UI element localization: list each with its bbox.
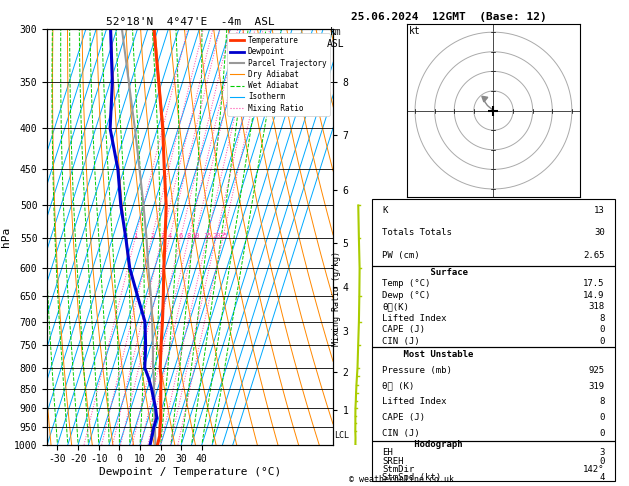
Text: K: K [382,206,387,215]
Text: 8: 8 [599,313,605,323]
Text: 30: 30 [594,228,605,237]
Text: 8: 8 [187,233,191,239]
Text: ASL: ASL [326,39,344,49]
Text: Mixing Ratio (g/kg): Mixing Ratio (g/kg) [331,251,341,347]
Text: 17.5: 17.5 [583,279,605,288]
Text: 319: 319 [589,382,605,391]
Text: 0: 0 [599,429,605,437]
Text: km: km [330,27,341,37]
Text: 14.9: 14.9 [583,291,605,300]
Text: 0: 0 [599,337,605,346]
Text: 1: 1 [133,233,138,239]
Text: StmDir: StmDir [382,465,415,473]
Text: LCL: LCL [334,432,349,440]
Text: 8: 8 [599,397,605,406]
Text: CIN (J): CIN (J) [382,337,420,346]
Text: 3: 3 [160,233,165,239]
Text: Dewp (°C): Dewp (°C) [382,291,430,300]
Text: 6: 6 [179,233,183,239]
Text: 4: 4 [168,233,172,239]
Text: 25.06.2024  12GMT  (Base: 12): 25.06.2024 12GMT (Base: 12) [351,12,547,22]
Text: CAPE (J): CAPE (J) [382,325,425,334]
Text: © weatheronline.co.uk: © weatheronline.co.uk [349,474,454,484]
Text: 3: 3 [599,449,605,457]
X-axis label: Dewpoint / Temperature (°C): Dewpoint / Temperature (°C) [99,467,281,477]
Text: Surface: Surface [382,268,468,277]
Text: 4: 4 [599,472,605,482]
Text: CIN (J): CIN (J) [382,429,420,437]
Text: 318: 318 [589,302,605,311]
Text: 13: 13 [594,206,605,215]
Text: 15: 15 [203,233,212,239]
Text: 142°: 142° [583,465,605,473]
Legend: Temperature, Dewpoint, Parcel Trajectory, Dry Adiabat, Wet Adiabat, Isotherm, Mi: Temperature, Dewpoint, Parcel Trajectory… [227,33,330,116]
Text: 0: 0 [599,456,605,466]
Text: Totals Totals: Totals Totals [382,228,452,237]
Text: θᴄ(K): θᴄ(K) [382,302,409,311]
Text: SREH: SREH [382,456,404,466]
Text: Lifted Index: Lifted Index [382,397,447,406]
Text: 0: 0 [599,413,605,422]
Text: 0: 0 [599,325,605,334]
Text: PW (cm): PW (cm) [382,251,420,260]
Text: Lifted Index: Lifted Index [382,313,447,323]
Text: CAPE (J): CAPE (J) [382,413,425,422]
Text: 10: 10 [191,233,200,239]
Text: EH: EH [382,449,392,457]
Text: kt: kt [409,26,421,36]
Text: 2.65: 2.65 [583,251,605,260]
Text: Pressure (mb): Pressure (mb) [382,366,452,375]
Text: 2: 2 [150,233,154,239]
Text: Hodograph: Hodograph [382,440,463,450]
Text: 925: 925 [589,366,605,375]
Y-axis label: hPa: hPa [1,227,11,247]
Text: 20: 20 [212,233,221,239]
Text: Most Unstable: Most Unstable [382,350,474,359]
Title: 52°18'N  4°47'E  -4m  ASL: 52°18'N 4°47'E -4m ASL [106,17,275,27]
Text: Temp (°C): Temp (°C) [382,279,430,288]
Text: StmSpd (kt): StmSpd (kt) [382,472,441,482]
Text: 25: 25 [219,233,228,239]
Text: θᴄ (K): θᴄ (K) [382,382,415,391]
